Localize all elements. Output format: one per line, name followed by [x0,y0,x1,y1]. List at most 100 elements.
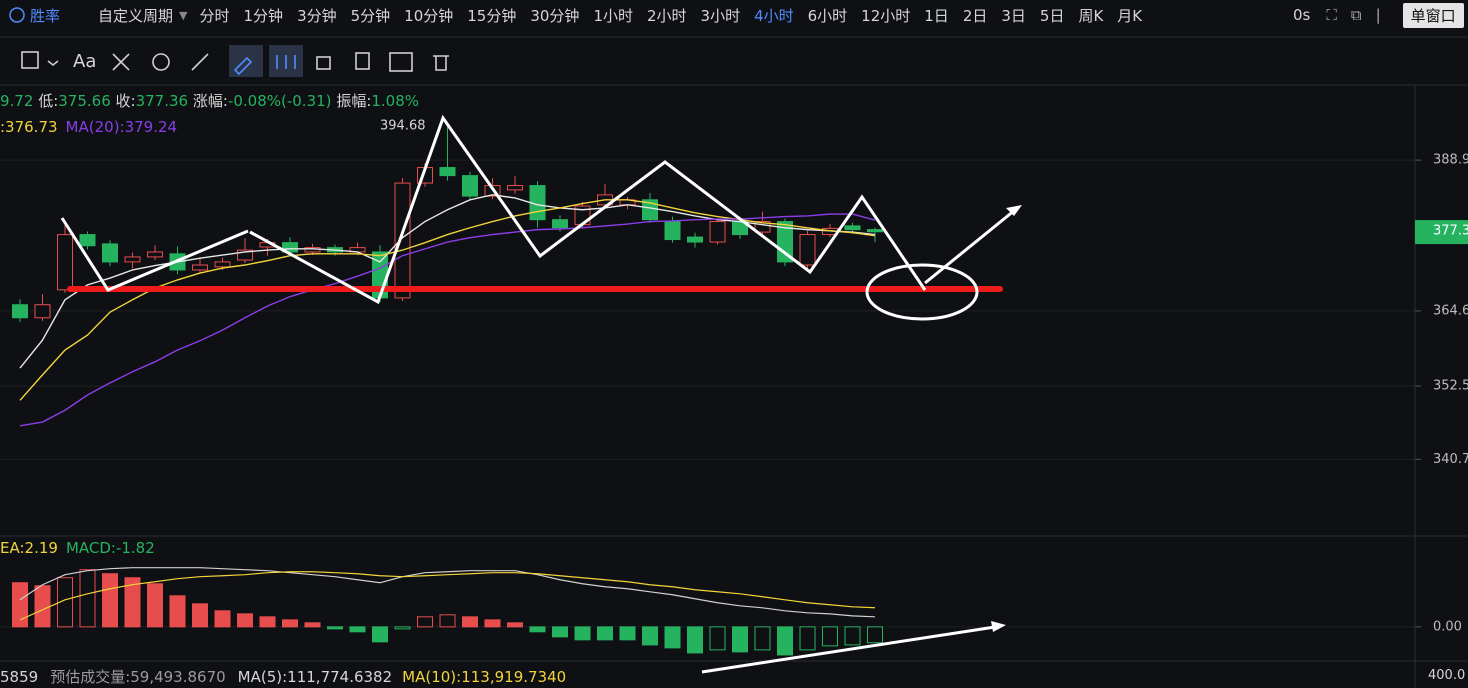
drawing-toolbar [21,45,449,77]
macd-bar [867,626,883,644]
volume-axis-label: 400.0 [1428,668,1465,683]
low-value: 375.66 [58,91,111,110]
candle-body [147,251,163,258]
volume-info: 5859 预估成交量:59,493.8670 MA(5):111,774.638… [0,666,566,687]
copy-tool[interactable] [355,52,370,70]
macd-bar [169,595,186,628]
period[interactable]: 3日 [1001,6,1026,25]
period[interactable]: 5日 [1039,6,1065,25]
candle-body [462,175,478,197]
popout[interactable]: ⧉ [1350,6,1362,24]
period[interactable]: 1分钟 [243,6,284,25]
logo-icon [9,7,25,23]
period[interactable]: 12小时 [861,6,911,25]
ohlc-info: 9.72 低: 375.66 收: 377.36 涨幅: -0.08%(-0.31) … [0,90,419,111]
candle-tool[interactable] [276,55,296,69]
macd-info: EA:2.19 MACD:-1.82 [0,539,155,557]
volume-estimate: 预估成交量:59,493.8670 [50,668,226,686]
macd-bar [529,626,546,633]
text-tool[interactable]: Aa [73,51,96,72]
ma-line [19,194,876,369]
macd-bar [844,626,861,646]
change-value: -0.08%(-0.31) [227,91,332,110]
period[interactable]: 5分钟 [350,6,391,25]
amplitude-value: 1.08% [371,91,420,110]
dropdown[interactable] [47,60,59,67]
macd-bar [417,616,433,628]
change-label: 涨幅: [192,92,228,110]
candle-body [439,167,456,177]
macd-bar [597,626,613,641]
macd-bar [259,616,276,628]
macd-bar [57,577,73,628]
macd-bar [462,616,478,628]
macd-bar [754,626,771,651]
crosshair-tool[interactable] [21,51,39,69]
volume-current: 5859 [0,667,39,686]
low-label: 低: [38,92,59,110]
period[interactable]: 1小时 [593,6,633,25]
period[interactable]: 30分钟 [530,6,580,25]
macd-bar [214,610,231,628]
macd-line [19,567,876,618]
last-price-label: 377.3 [1433,224,1468,239]
period[interactable]: 2日 [962,6,988,25]
period[interactable]: 15分钟 [467,6,517,25]
close-label: 收: [115,92,136,110]
candle-body [664,221,681,241]
candle-body [79,234,96,247]
fullscreen[interactable]: ⛶ [1326,6,1337,24]
period[interactable]: 月K [1117,6,1143,25]
candle-body [394,182,411,299]
period[interactable]: 2小时 [646,6,687,25]
pattern-tool[interactable] [112,53,130,71]
macd-bar [79,569,96,628]
period[interactable]: 1日 [924,6,949,25]
period[interactable]: 3小时 [700,6,741,25]
macd-bar [777,626,793,656]
macd-bar [732,626,748,653]
period[interactable]: 6小时 [807,6,848,25]
close-value: 377.36 [135,91,189,110]
dropdown[interactable]: ▼ [179,8,188,22]
period[interactable]: 分时 [199,6,230,25]
candle-body [709,221,726,243]
candle-body [754,221,771,233]
user-drawings [60,114,1022,674]
candle-body [124,256,141,263]
macd-bar [282,619,298,628]
macd-bar [484,619,501,628]
volume-axis-tick: 400.0 [1428,668,1466,683]
period[interactable]: 周K [1078,6,1104,25]
candle-body [687,236,703,243]
macd-bar [394,626,411,630]
fib-tool[interactable] [152,53,170,71]
period[interactable]: 4小时 [754,6,794,25]
ma-info: :376.73 MA(20):379.24 [0,118,177,136]
header-right: 0s ⛶ ⧉ | 单窗口 [1293,2,1464,28]
ruler-tool[interactable] [191,53,209,71]
candle-body [867,229,883,233]
arrow [701,625,996,674]
last-price-tag [1415,220,1468,245]
pen-tool[interactable] [233,56,253,76]
period[interactable]: 3分钟 [297,6,337,25]
macd-bar [102,573,118,628]
arrow-head [1006,205,1022,216]
lock-tool[interactable] [316,56,331,70]
period[interactable]: 10分钟 [404,6,454,25]
macd-bar [709,626,726,651]
arrow-head [991,621,1006,632]
y-tick-label: 340.7 [1433,452,1468,467]
candle-body [12,304,28,319]
ma10-label: :376.73 [0,118,58,136]
logo[interactable]: 胜率 [30,6,61,25]
macd-bar [799,626,816,651]
window-button[interactable]: 单窗口 [1402,2,1464,28]
macd-bar [147,583,163,628]
delete-tool[interactable] [433,55,449,71]
candle-body [192,264,208,271]
y-tick-label: 364.6 [1433,303,1468,318]
custom-period[interactable]: 自定义周期 [98,6,174,25]
screenshot-tool[interactable] [389,52,413,72]
